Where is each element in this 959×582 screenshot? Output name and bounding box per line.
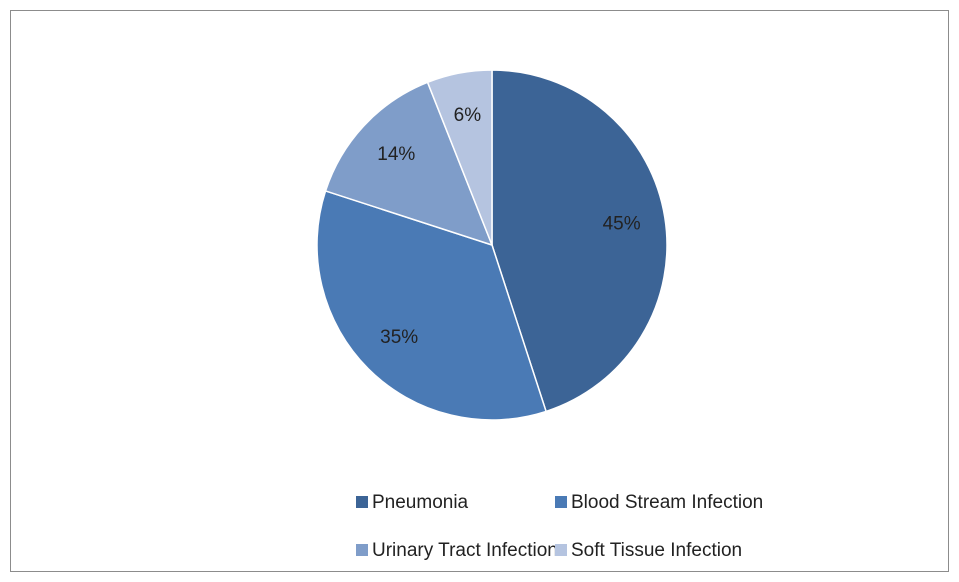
data-label: 14% — [377, 144, 415, 165]
legend-swatch — [356, 496, 368, 508]
legend-swatch — [356, 544, 368, 556]
legend-swatch — [555, 544, 567, 556]
pie-slice — [426, 69, 493, 246]
legend-label: Blood Stream Infection — [571, 492, 763, 513]
legend-label: Pneumonia — [372, 492, 469, 513]
legend-label: Soft Tissue Infection — [571, 540, 742, 561]
legend-swatch — [555, 496, 567, 508]
legend-label: Urinary Tract Infection — [372, 540, 558, 561]
data-label: 45% — [603, 213, 641, 234]
data-label: 6% — [454, 105, 482, 126]
pie-slice — [491, 69, 668, 413]
pie-slice — [324, 81, 494, 247]
data-label: 35% — [380, 327, 418, 348]
pie-slice — [316, 189, 548, 421]
